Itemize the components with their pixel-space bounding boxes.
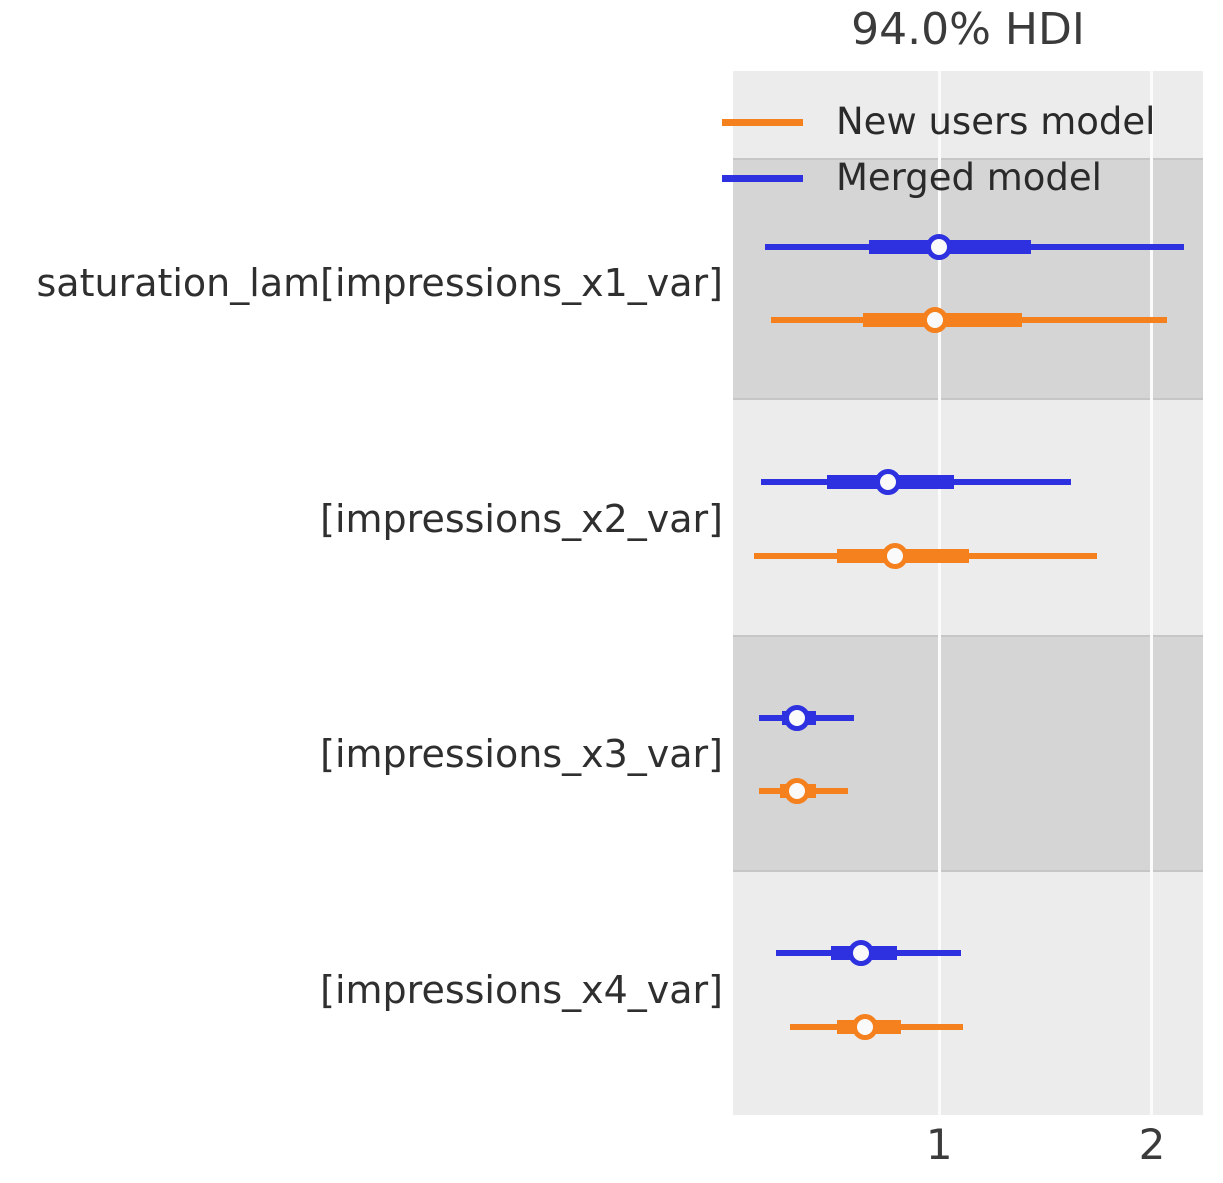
median-marker-new-users-model — [922, 307, 949, 333]
legend-line-swatch-blue — [722, 174, 803, 182]
legend-entry-new-users-model: New users model — [722, 96, 1155, 148]
x-gridline — [937, 71, 941, 1115]
legend-label: New users model — [836, 100, 1156, 143]
shaded-row-band — [733, 158, 1203, 400]
row-label-x3: [impressions_x3_var] — [320, 732, 723, 776]
row-label-x4: [impressions_x4_var] — [320, 968, 723, 1012]
median-marker-merged-model — [783, 705, 810, 731]
median-marker-new-users-model — [851, 1014, 878, 1040]
row-label-x1: saturation_lam[impressions_x1_var] — [36, 261, 724, 305]
legend-label: Merged model — [836, 156, 1102, 199]
median-marker-merged-model — [875, 469, 902, 495]
legend-line-swatch-orange — [722, 118, 803, 126]
x-tick-label-2: 2 — [1138, 1120, 1166, 1169]
plot-title: 94.0% HDI — [851, 4, 1085, 55]
shaded-row-band — [733, 635, 1203, 872]
legend-entry-merged-model: Merged model — [722, 152, 1102, 204]
median-marker-merged-model — [847, 940, 874, 966]
median-marker-new-users-model — [881, 543, 908, 569]
median-marker-merged-model — [926, 234, 953, 260]
plot-area — [733, 71, 1203, 1115]
row-label-x2: [impressions_x2_var] — [320, 497, 723, 541]
x-tick-label-1: 1 — [925, 1120, 953, 1169]
median-marker-new-users-model — [783, 778, 810, 804]
x-gridline — [1150, 71, 1154, 1115]
